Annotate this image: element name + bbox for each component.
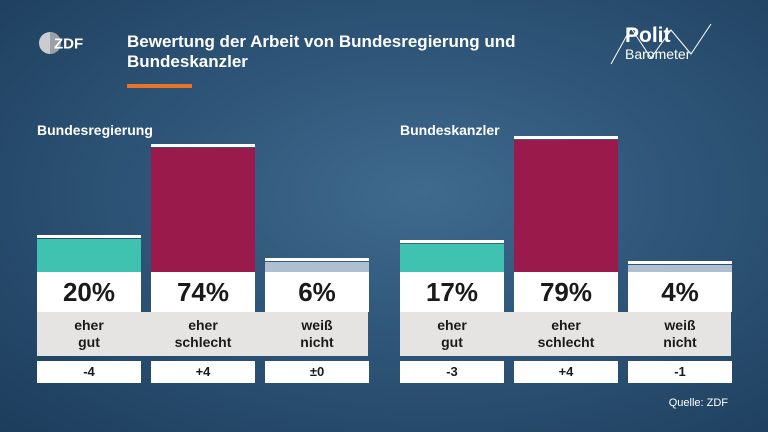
bar-1-weiss-nicht [628,265,732,272]
bar-1-eher-schlecht [514,140,618,272]
value-label-0-eher-gut: 20% [37,272,141,312]
change-label-0-weiss-nicht: ±0 [265,361,369,383]
category-label-1-eher-gut: eher gut [437,317,467,350]
politbarometer-logo: Polit Barometer [610,23,712,65]
change-label-0-eher-gut: -4 [37,361,141,383]
bar-0-eher-schlecht [151,148,255,272]
category-label-1-eher-schlecht: eher schlecht [537,317,595,350]
change-label-0-eher-schlecht: +4 [151,361,255,383]
zdf-logo: ZDF [39,32,83,54]
bar-cap-1-eher-gut [400,240,504,243]
bar-cap-1-weiss-nicht [628,261,732,264]
category-label-0-eher-gut: eher gut [74,317,104,350]
barometer-logo-text: Barometer [625,46,691,62]
bar-cap-0-weiss-nicht [265,258,369,261]
value-label-1-eher-gut: 17% [400,272,504,312]
value-label-1-weiss-nicht: 4% [628,272,732,312]
bar-0-weiss-nicht [265,262,369,272]
change-label-1-eher-gut: -3 [400,361,504,383]
category-strip-left [37,312,368,356]
value-label-0-weiss-nicht: 6% [265,272,369,312]
category-strip-right [400,312,731,356]
bar-1-eher-gut [400,244,504,272]
panel-title-bundeskanzler: Bundeskanzler [400,122,500,138]
zdf-logo-text: ZDF [54,36,83,53]
change-label-1-eher-schlecht: +4 [514,361,618,383]
value-label-1-eher-schlecht: 79% [514,272,618,312]
bar-cap-0-eher-schlecht [151,144,255,147]
bar-0-eher-gut [37,239,141,272]
category-label-0-eher-schlecht: eher schlecht [174,317,232,350]
bar-cap-1-eher-schlecht [514,136,618,139]
chart-title: Bewertung der Arbeit von Bundesregierung… [127,32,516,71]
change-label-1-weiss-nicht: -1 [628,361,732,383]
panel-title-bundesregierung: Bundesregierung [37,122,153,138]
value-label-0-eher-schlecht: 74% [151,272,255,312]
source-note: Quelle: ZDF [668,397,728,409]
title-underline [127,84,192,88]
category-label-0-weiss-nicht: weiß nicht [300,317,334,350]
polit-logo-text: Polit [625,24,671,47]
category-label-1-weiss-nicht: weiß nicht [663,317,697,350]
bar-cap-0-eher-gut [37,235,141,238]
